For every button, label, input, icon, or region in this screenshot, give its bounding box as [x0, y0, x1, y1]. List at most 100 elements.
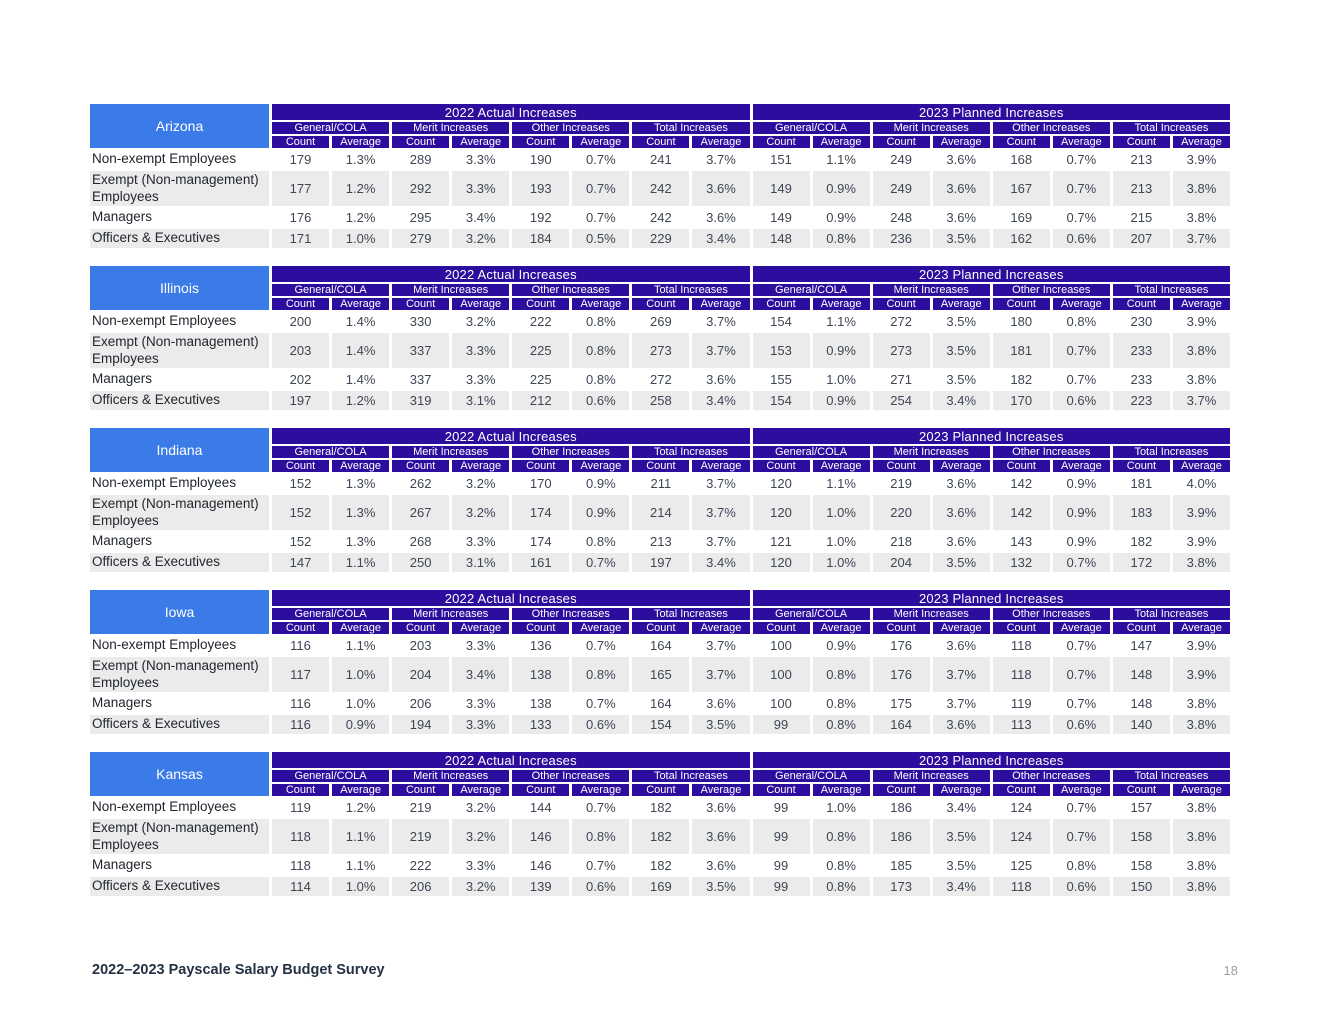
row-label: Exempt (Non-management) Employees: [90, 819, 269, 854]
data-cell: 206: [392, 694, 450, 713]
data-cell: 229: [632, 229, 690, 248]
data-cell: 3.3%: [452, 532, 510, 551]
subheader-cell: Average: [1052, 622, 1110, 634]
subheader-cell: Average: [692, 298, 750, 310]
subheader-cell: Count: [632, 622, 690, 634]
data-cell: 0.9%: [1052, 532, 1110, 551]
data-cell: 153: [752, 333, 810, 368]
subheader-cell: Count: [272, 136, 330, 148]
data-cell: 3.2%: [452, 819, 510, 854]
data-cell: 3.8%: [1172, 694, 1230, 713]
data-cell: 161: [512, 553, 570, 572]
data-cell: 124: [992, 798, 1050, 817]
data-cell: 3.4%: [932, 798, 990, 817]
data-cell: 3.5%: [932, 229, 990, 248]
data-cell: 158: [1112, 819, 1170, 854]
data-cell: 1.0%: [812, 553, 870, 572]
tables-container: Arizona 2022 Actual Increases 2023 Planne…: [90, 104, 1230, 914]
group-header-cell: General/COLA: [752, 608, 870, 620]
data-cell: 171: [272, 229, 330, 248]
subheader-cell: Average: [332, 622, 390, 634]
data-cell: 0.9%: [812, 208, 870, 227]
subheader-cell: Average: [812, 622, 870, 634]
subheader-cell: Count: [872, 460, 930, 472]
data-cell: 3.8%: [1172, 370, 1230, 389]
data-cell: 1.3%: [332, 150, 390, 169]
data-cell: 168: [992, 150, 1050, 169]
subheader-cell: Average: [452, 784, 510, 796]
data-cell: 319: [392, 391, 450, 410]
year-header-cell: 2022 Actual Increases: [272, 104, 750, 120]
group-header-cell: Other Increases: [512, 446, 630, 458]
row-label: Officers & Executives: [90, 715, 269, 734]
group-header-cell: Other Increases: [992, 770, 1110, 782]
subheader-cell: Count: [632, 136, 690, 148]
data-cell: 99: [752, 715, 810, 734]
data-cell: 182: [992, 370, 1050, 389]
group-header-cell: General/COLA: [272, 122, 390, 134]
data-cell: 121: [752, 532, 810, 551]
year-header-cell: 2022 Actual Increases: [272, 266, 750, 282]
data-cell: 146: [512, 856, 570, 875]
data-cell: 148: [1112, 694, 1170, 713]
subheader-cell: Average: [452, 622, 510, 634]
data-cell: 99: [752, 798, 810, 817]
group-header-cell: Merit Increases: [872, 284, 990, 296]
state-table: Arizona 2022 Actual Increases 2023 Planne…: [90, 104, 1230, 248]
data-cell: 155: [752, 370, 810, 389]
data-cell: 248: [872, 208, 930, 227]
subheader-cell: Average: [1052, 460, 1110, 472]
data-cell: 0.7%: [572, 171, 630, 206]
data-cell: 148: [752, 229, 810, 248]
data-cell: 174: [512, 532, 570, 551]
data-cell: 3.2%: [452, 495, 510, 530]
data-cell: 175: [872, 694, 930, 713]
data-cell: 182: [632, 819, 690, 854]
subheader-cell: Count: [1112, 622, 1170, 634]
data-cell: 1.0%: [812, 532, 870, 551]
subheader-cell: Count: [272, 784, 330, 796]
data-cell: 0.8%: [812, 715, 870, 734]
data-cell: 3.6%: [932, 636, 990, 655]
subheader-cell: Average: [1172, 622, 1230, 634]
data-cell: 3.6%: [932, 474, 990, 493]
subheader-cell: Count: [1112, 460, 1170, 472]
group-header-cell: Other Increases: [992, 608, 1110, 620]
data-cell: 273: [632, 333, 690, 368]
data-cell: 3.9%: [1172, 312, 1230, 331]
data-cell: 144: [512, 798, 570, 817]
group-header-cell: General/COLA: [752, 122, 870, 134]
data-cell: 0.6%: [1052, 877, 1110, 896]
data-cell: 267: [392, 495, 450, 530]
group-header-cell: Total Increases: [632, 122, 750, 134]
year-header-cell: 2022 Actual Increases: [272, 590, 750, 606]
data-cell: 0.8%: [812, 694, 870, 713]
data-cell: 136: [512, 636, 570, 655]
subheader-cell: Count: [392, 136, 450, 148]
row-label: Officers & Executives: [90, 553, 269, 572]
group-header-cell: Other Increases: [512, 608, 630, 620]
data-cell: 181: [992, 333, 1050, 368]
data-cell: 206: [392, 877, 450, 896]
data-cell: 3.8%: [1172, 171, 1230, 206]
subheader-cell: Average: [692, 622, 750, 634]
data-cell: 0.7%: [572, 636, 630, 655]
data-cell: 3.4%: [932, 877, 990, 896]
data-cell: 3.8%: [1172, 553, 1230, 572]
data-cell: 1.1%: [812, 150, 870, 169]
data-cell: 214: [632, 495, 690, 530]
salary-table-grid: Kansas 2022 Actual Increases 2023 Planned…: [90, 752, 1230, 896]
state-name: Kansas: [90, 752, 269, 796]
subheader-cell: Average: [572, 784, 630, 796]
data-cell: 1.0%: [812, 495, 870, 530]
data-cell: 169: [992, 208, 1050, 227]
group-header-cell: Total Increases: [1112, 608, 1230, 620]
data-cell: 0.9%: [812, 171, 870, 206]
data-cell: 207: [1112, 229, 1170, 248]
data-cell: 272: [632, 370, 690, 389]
data-cell: 158: [1112, 856, 1170, 875]
data-cell: 0.7%: [572, 208, 630, 227]
data-cell: 1.2%: [332, 171, 390, 206]
data-cell: 185: [872, 856, 930, 875]
data-cell: 3.9%: [1172, 150, 1230, 169]
